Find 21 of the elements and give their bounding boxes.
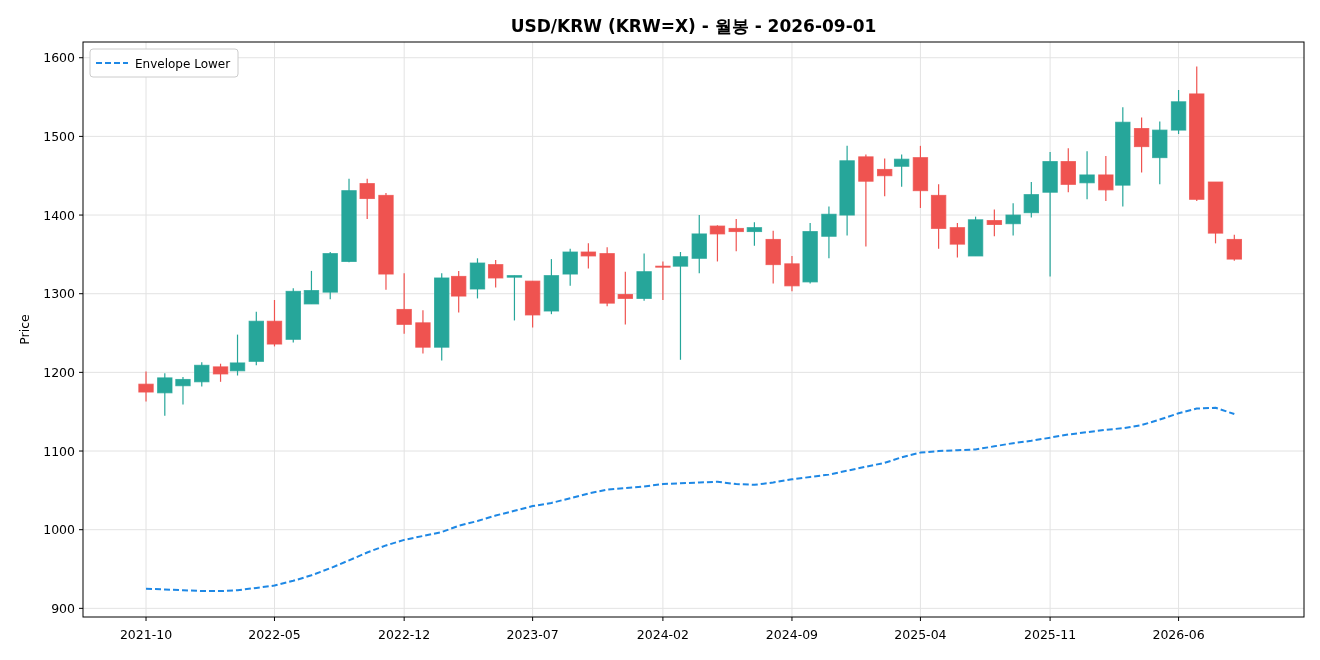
x-tick-label: 2025-04 <box>894 627 947 642</box>
y-tick-label: 1000 <box>43 522 76 538</box>
x-tick-label: 2026-06 <box>1152 627 1205 642</box>
legend-label: Envelope Lower <box>135 56 231 71</box>
chart-title: USD/KRW (KRW=X) - 월봉 - 2026-09-01 <box>510 16 877 36</box>
x-tick-label: 2023-07 <box>506 627 559 642</box>
y-tick-label: 1300 <box>43 286 76 302</box>
legend: Envelope Lower <box>89 48 239 78</box>
x-tick-label: 2022-12 <box>378 627 431 642</box>
x-tick-label: 2021-10 <box>119 627 173 642</box>
y-tick-label: 1600 <box>43 50 76 66</box>
y-tick-label: 1100 <box>43 443 76 459</box>
x-tick-label: 2024-09 <box>765 627 819 642</box>
x-tick-label: 2025-11 <box>1023 627 1077 642</box>
y-tick-label: 900 <box>51 600 76 616</box>
y-axis-title: Price <box>17 313 32 345</box>
x-tick-label: 2024-02 <box>636 627 690 642</box>
y-tick-label: 1500 <box>43 128 76 144</box>
x-tick-label: 2022-05 <box>248 627 301 642</box>
y-tick-label: 1200 <box>43 364 76 380</box>
y-tick-label: 1400 <box>43 207 76 223</box>
